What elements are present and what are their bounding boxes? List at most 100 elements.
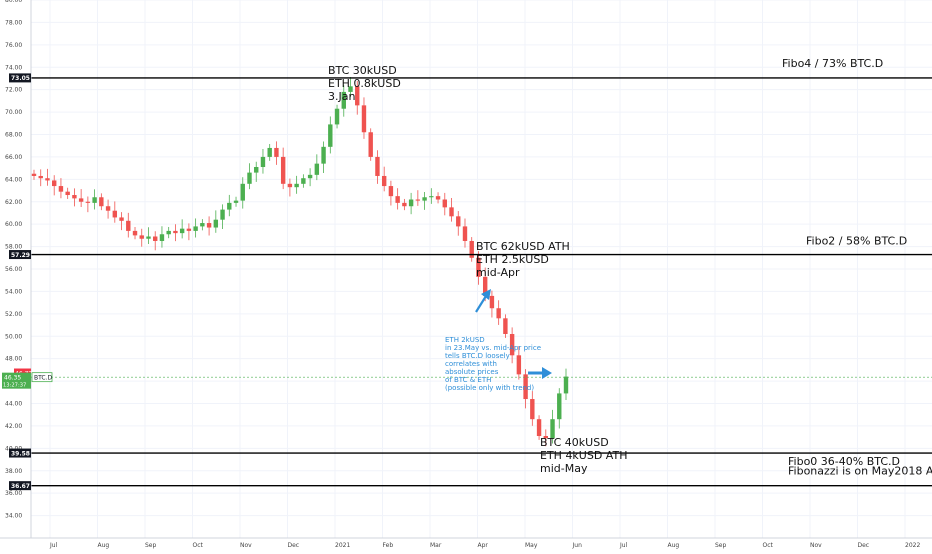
candle-body [126,220,131,231]
note-line7: (possible only with trend) [445,384,534,392]
y-tick-label: 50.00 [5,333,22,340]
annotation-apr-line2: ETH 2.5kUSD [476,253,549,266]
last-price-bg [2,372,31,389]
note-line6: of BTC & ETH [445,376,491,384]
candle-body [186,228,192,231]
candle-body [267,147,272,157]
candle-body [395,196,400,203]
candle-body [368,132,373,157]
candle-body [563,376,569,394]
candle-body [220,209,225,220]
note-line3: tells BTC.D loosely [445,352,510,360]
y-tick-label: 80.00 [5,0,22,4]
x-tick-label: Feb [383,542,394,549]
candle-body [496,308,501,319]
candle-body [550,419,555,439]
note-line2: in 23.May vs. mid-Apr price [445,344,541,352]
candle-body [422,197,427,201]
candles [31,77,569,447]
x-tick-label: Mar [430,542,442,549]
candle-body [530,399,535,420]
candle-body [58,186,64,192]
level-tag-label: 39.58 [11,450,30,457]
candle-body [200,223,205,227]
x-tick-label: Dec [288,542,300,549]
y-tick-label: 66.00 [5,154,22,161]
candle-body [193,226,198,231]
candle-body [536,419,542,437]
candle-body [112,210,118,218]
candle-body [456,216,461,227]
y-tick-label: 44.00 [5,401,22,408]
annotation-apr: BTC 62kUSD ATH ETH 2.5kUSD mid-Apr [476,240,570,279]
candle-body [307,174,313,179]
fibonacci-levels: Fibo4 / 73% BTC.D Fibo2 / 58% BTC.D Fibo0 … [31,57,932,487]
level-tag-label: 36.67 [11,483,30,490]
candle-body [301,178,306,184]
level-tag-label: 57.29 [11,252,30,259]
candle-body [92,197,97,203]
candle-body [227,202,232,210]
x-tick-label: Jun [572,542,583,549]
time-axis[interactable]: Jul Aug Sep Oct Nov Dec 2021 Feb Mar Apr May Jun Jul… [49,542,920,549]
candle-body [402,202,407,207]
countdown-label: 13:27:37 [3,383,26,389]
x-tick-label: 2021 [335,542,350,549]
annotation-may-line3: mid-May [540,462,588,475]
candle-body [429,196,434,198]
arrow-right-icon [528,367,552,379]
candle-body [321,146,326,164]
annotation-jan: BTC 30kUSD ETH 0.8kUSD 3.Jan [328,64,401,103]
candle-body [469,240,474,258]
y-tick-label: 36.00 [5,490,22,497]
candle-body [99,197,104,207]
x-tick-label: Jul [619,542,628,549]
annotation-may-line1: BTC 40kUSD [540,436,609,449]
y-tick-label: 70.00 [5,109,22,116]
level-annotation: Fibo0 36-40% BTC.D [788,455,900,468]
x-tick-label: Sep [715,542,727,549]
candle-body [173,230,178,234]
annotation-may: BTC 40kUSD ETH 4kUSD ATH mid-May [540,436,627,475]
y-tick-label: 62.00 [5,199,22,206]
candle-body [361,105,367,133]
candle-body [509,334,515,356]
candle-body [543,436,548,439]
candle-body [38,175,43,179]
candle-body [179,228,185,234]
note-line5: absolute prices [445,368,499,376]
x-tick-label: May [525,542,538,549]
candle-body [260,156,266,168]
candle-body [254,167,259,173]
x-tick-label: Apr [478,542,489,549]
candle-body [206,223,212,228]
y-tick-label: 74.00 [5,64,22,71]
candle-body [557,393,562,420]
level-annotation: Fibo4 / 73% BTC.D [782,57,883,70]
candle-body [85,201,91,203]
arrow-up-icon [475,289,491,313]
x-tick-label: Nov [240,542,252,549]
candle-body [132,230,138,236]
y-tick-label: 34.00 [5,513,22,520]
candle-body [105,206,111,211]
candle-body [314,163,320,175]
note-line4: correlates with [445,360,497,368]
y-tick-label: 52.00 [5,311,22,318]
y-tick-label: 48.00 [5,356,22,363]
candle-body [341,91,346,109]
candle-body [375,156,380,176]
level-annotation: Fibonazzi is on May2018 ATL [788,465,932,478]
candle-body [523,374,528,400]
level-price-tags: 73.05 57.29 39.58 36.67 [9,73,31,491]
candle-body [287,183,293,188]
annotation-jan-line3: 3.Jan [328,90,355,103]
candle-body [462,226,468,241]
candle-body [348,86,353,92]
candle-body [166,230,171,235]
x-tick-label: Oct [193,542,204,549]
